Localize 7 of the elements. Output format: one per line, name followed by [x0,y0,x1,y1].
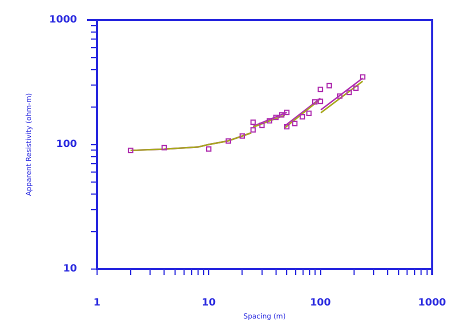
y-tick-label: 1000 [49,14,78,26]
x-tick-label: 10 [202,298,216,309]
x-tick-label: 1 [94,298,101,309]
x-tick-label: 100 [310,298,331,309]
y-tick-label: 10 [63,264,78,275]
x-tick-label: 1000 [418,298,446,309]
y-tick-label: 100 [56,139,78,150]
